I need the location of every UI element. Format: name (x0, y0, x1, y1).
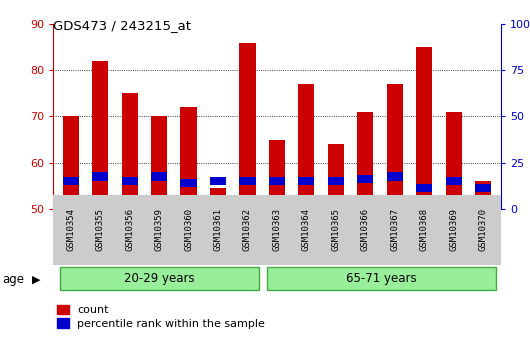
Bar (60, 267, 259, 290)
Bar (267, 267, 496, 290)
Text: GSM10369: GSM10369 (449, 208, 458, 251)
Bar (180, 107, 197, 209)
Bar (446, 177, 462, 185)
Text: GSM10363: GSM10363 (272, 208, 281, 251)
Text: age: age (3, 273, 25, 286)
Bar (328, 177, 344, 185)
Text: GSM10356: GSM10356 (125, 208, 134, 251)
Bar (387, 84, 403, 209)
Bar (151, 116, 167, 209)
Bar (416, 184, 432, 192)
Text: ▶: ▶ (32, 275, 40, 284)
Bar (357, 112, 374, 209)
Bar (210, 188, 226, 209)
Bar (269, 177, 285, 185)
Bar (269, 139, 285, 209)
Bar (357, 175, 374, 183)
Text: GSM10367: GSM10367 (390, 208, 399, 251)
Text: GSM10362: GSM10362 (243, 208, 252, 251)
Bar (121, 177, 138, 185)
Bar (151, 172, 167, 180)
Text: GSM10366: GSM10366 (361, 208, 370, 251)
Bar (298, 177, 314, 185)
Bar (180, 179, 197, 187)
Legend: count, percentile rank within the sample: count, percentile rank within the sample (53, 300, 270, 333)
Bar (63, 177, 79, 185)
Text: GSM10370: GSM10370 (479, 208, 488, 251)
Bar (475, 184, 491, 192)
Bar (240, 42, 255, 209)
Text: 20-29 years: 20-29 years (124, 272, 195, 285)
Text: 65-71 years: 65-71 years (346, 272, 417, 285)
Bar (92, 61, 108, 209)
Bar (416, 47, 432, 209)
Bar (446, 112, 462, 209)
Bar (298, 84, 314, 209)
Text: GDS473 / 243215_at: GDS473 / 243215_at (53, 19, 191, 32)
Bar (475, 181, 491, 209)
Bar (210, 177, 226, 185)
Bar (387, 172, 403, 180)
Text: GSM10355: GSM10355 (95, 208, 104, 251)
Bar (121, 93, 138, 209)
Bar (240, 177, 255, 185)
Bar (63, 116, 79, 209)
Bar (328, 144, 344, 209)
Bar (92, 172, 108, 180)
Text: GSM10354: GSM10354 (66, 208, 75, 251)
Text: GSM10364: GSM10364 (302, 208, 311, 251)
Text: GSM10360: GSM10360 (184, 208, 193, 251)
Text: GSM10359: GSM10359 (155, 208, 164, 251)
Text: GSM10361: GSM10361 (214, 208, 223, 251)
Text: GSM10368: GSM10368 (420, 208, 429, 251)
Text: GSM10365: GSM10365 (331, 208, 340, 251)
